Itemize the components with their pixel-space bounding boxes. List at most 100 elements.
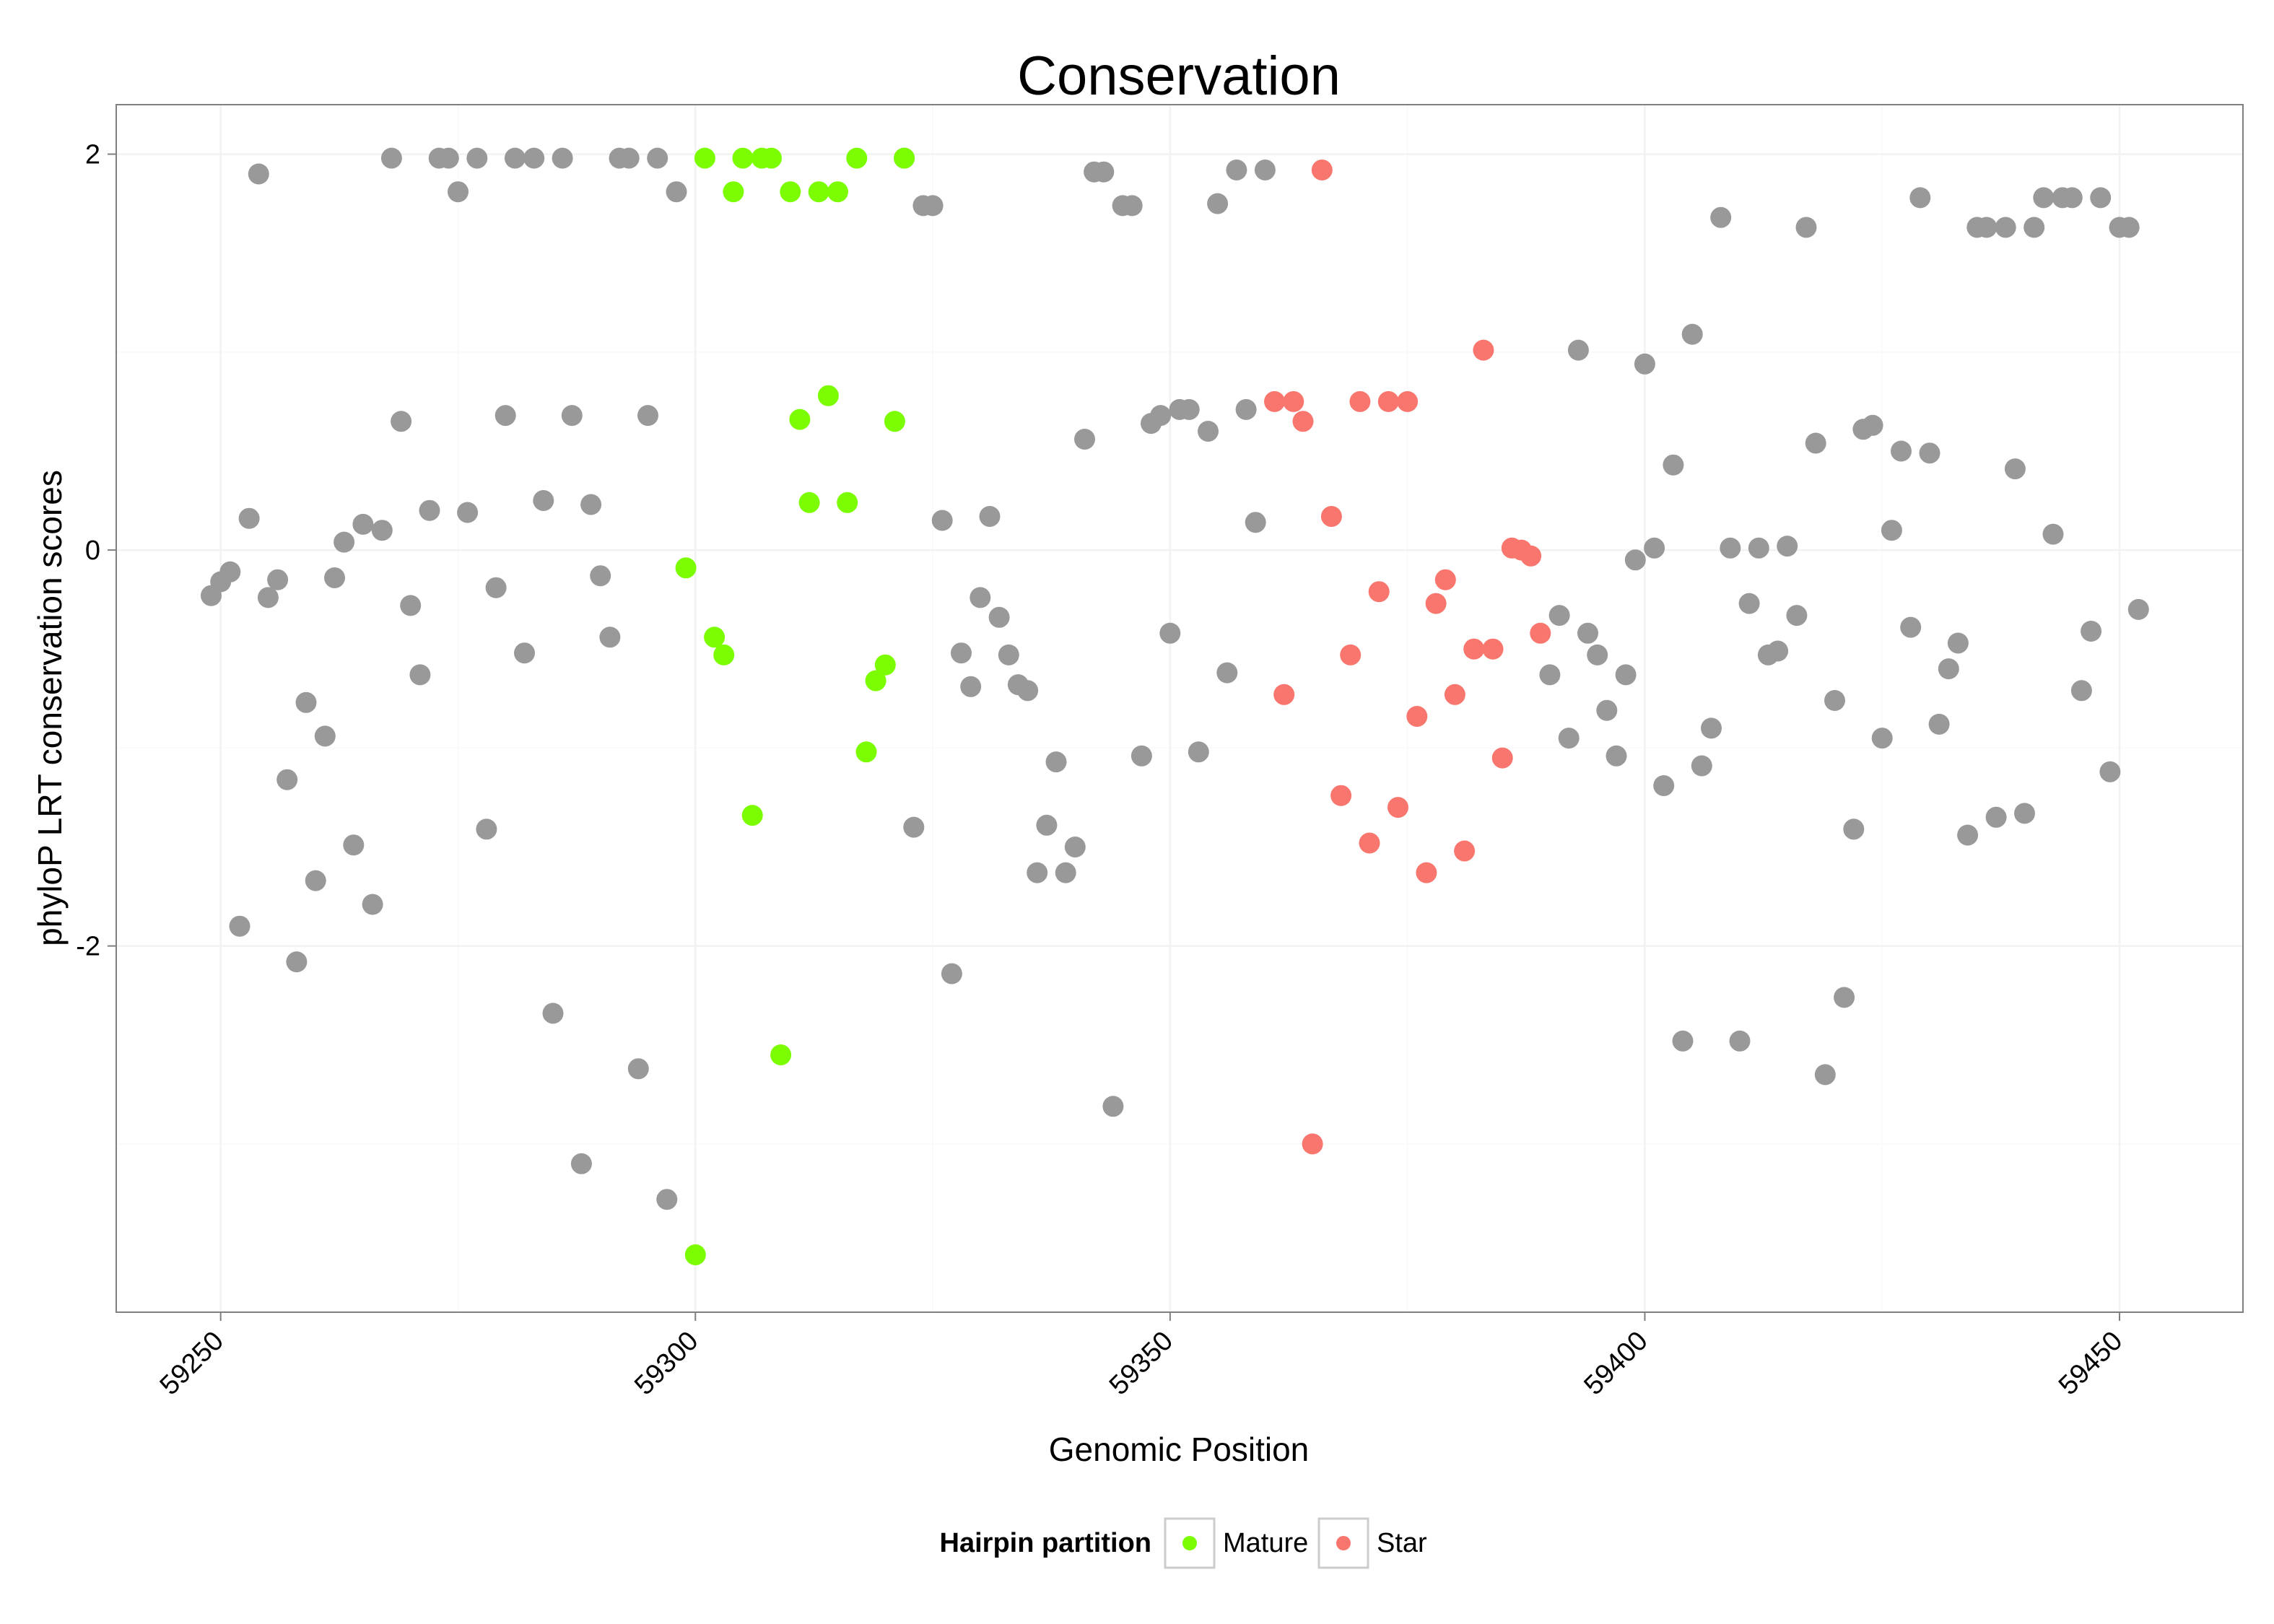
data-point-other xyxy=(419,499,440,521)
data-point-mature xyxy=(827,181,848,203)
data-point-mature xyxy=(798,492,820,513)
data-point-other xyxy=(2033,187,2055,209)
data-point-mature xyxy=(770,1044,792,1065)
data-point-other xyxy=(2070,680,2092,702)
data-point-other xyxy=(1767,640,1789,662)
data-point-other xyxy=(1226,160,1247,180)
plot-border xyxy=(116,104,2244,1313)
data-point-star xyxy=(1444,684,1465,705)
data-point-other xyxy=(1891,440,1912,462)
data-point-other xyxy=(1738,593,1760,614)
data-point-other xyxy=(1017,680,1039,702)
data-point-other xyxy=(1150,405,1172,427)
data-point-other xyxy=(1539,664,1561,686)
data-point-other xyxy=(1606,745,1627,767)
data-point-other xyxy=(257,587,279,608)
data-point-other xyxy=(1027,862,1048,883)
data-point-other xyxy=(1131,745,1152,767)
data-point-other xyxy=(276,769,298,790)
data-point-other xyxy=(1254,160,1276,180)
data-point-star xyxy=(1283,390,1304,412)
data-point-other xyxy=(1624,549,1646,571)
data-point-other xyxy=(1235,398,1257,420)
data-point-other xyxy=(960,676,982,697)
data-point-other xyxy=(951,642,972,664)
data-point-mature xyxy=(874,654,896,676)
data-point-other xyxy=(1710,206,1732,228)
data-point-other xyxy=(391,411,412,432)
data-point-star xyxy=(1377,390,1399,412)
data-point-other xyxy=(1900,616,1922,638)
data-point-mature xyxy=(884,411,905,432)
data-point-other xyxy=(1245,512,1266,533)
data-point-other xyxy=(2099,761,2121,782)
legend-label-mature: Mature xyxy=(1223,1528,1308,1558)
x-axis-title: Genomic Position xyxy=(1049,1431,1310,1468)
data-point-other xyxy=(371,520,393,541)
data-point-other xyxy=(1558,728,1580,749)
legend-key-star xyxy=(1336,1536,1351,1550)
data-point-mature xyxy=(761,147,782,169)
data-point-other xyxy=(1102,1096,1124,1117)
data-point-other xyxy=(1834,987,1855,1008)
data-point-other xyxy=(1548,605,1570,627)
data-point-mature xyxy=(694,147,715,169)
data-point-other xyxy=(1121,195,1143,217)
data-point-mature xyxy=(675,557,697,579)
points-layer xyxy=(201,147,2149,1265)
data-point-other xyxy=(1216,662,1238,684)
data-point-other xyxy=(437,147,459,169)
data-point-other xyxy=(647,147,668,169)
data-point-other xyxy=(495,405,516,427)
data-point-star xyxy=(1425,593,1447,614)
data-point-other xyxy=(1615,664,1637,686)
data-point-other xyxy=(219,561,241,582)
data-point-other xyxy=(1881,520,1902,541)
data-point-other xyxy=(314,725,336,747)
data-point-star xyxy=(1340,644,1362,665)
data-point-other xyxy=(1938,658,1959,680)
data-point-other xyxy=(542,1003,564,1024)
data-point-mature xyxy=(846,147,868,169)
data-point-other xyxy=(2090,187,2112,209)
data-point-star xyxy=(1416,862,1437,883)
y-tick-label: -2 xyxy=(76,932,100,962)
data-point-other xyxy=(1567,339,1589,361)
data-point-other xyxy=(533,490,554,511)
data-point-other xyxy=(1871,728,1893,749)
data-point-other xyxy=(1985,806,2007,828)
data-point-other xyxy=(1786,605,1808,627)
data-point-other xyxy=(637,405,658,427)
data-point-other xyxy=(931,510,953,531)
data-point-other xyxy=(1036,814,1058,836)
data-point-mature xyxy=(789,409,811,430)
data-point-star xyxy=(1491,747,1513,769)
chart-title: Conservation xyxy=(1017,45,1341,107)
data-point-other xyxy=(1909,187,1931,209)
data-point-other xyxy=(1843,818,1865,840)
data-point-other xyxy=(1074,429,1095,450)
data-point-other xyxy=(570,1153,592,1174)
data-point-other xyxy=(1672,1030,1694,1052)
data-point-other xyxy=(1644,537,1665,559)
data-point-star xyxy=(1273,684,1295,705)
data-point-other xyxy=(1777,536,1798,557)
data-point-mature xyxy=(741,805,763,826)
data-point-other xyxy=(1976,217,1998,238)
data-point-other xyxy=(580,494,602,515)
data-point-other xyxy=(1178,398,1200,420)
data-point-other xyxy=(1919,442,1940,464)
data-point-star xyxy=(1482,638,1504,660)
data-point-other xyxy=(466,147,488,169)
data-point-other xyxy=(2081,621,2102,642)
data-point-other xyxy=(229,915,251,937)
data-point-star xyxy=(1292,411,1314,432)
data-point-other xyxy=(1720,537,1741,559)
data-point-star xyxy=(1454,840,1476,862)
data-point-other xyxy=(1691,755,1712,777)
data-point-mature xyxy=(808,181,829,203)
data-point-other xyxy=(1795,217,1817,238)
data-point-other xyxy=(552,147,573,169)
legend: Hairpin partition Mature Star xyxy=(940,1517,1427,1569)
